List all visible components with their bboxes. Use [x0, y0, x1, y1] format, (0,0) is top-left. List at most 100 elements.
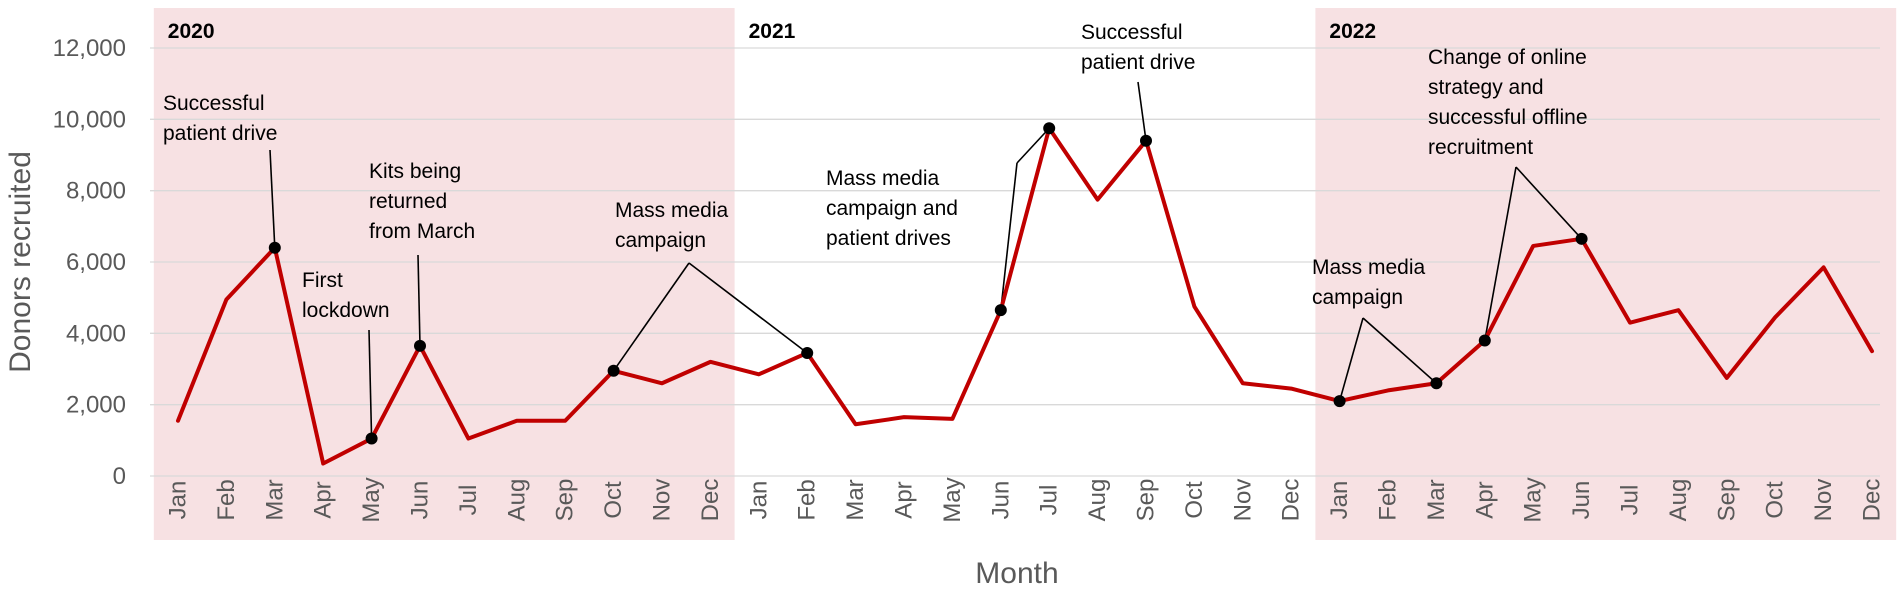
y-axis-title: Donors recruited [4, 151, 37, 373]
x-tick-label: Oct [600, 481, 627, 519]
x-tick-label: Sep [552, 479, 579, 522]
annotation-line: campaign [1312, 286, 1403, 309]
annotation-leader [1137, 81, 1147, 141]
annotation-line: Change of online [1428, 46, 1587, 69]
y-tick-label: 12,000 [53, 35, 126, 62]
x-tick-label: Oct [1181, 481, 1208, 519]
annotation-text: Change of online strategy and successful o… [1428, 46, 1588, 159]
annotation: Successful patient drive [1081, 21, 1195, 141]
x-tick-label: Aug [1665, 479, 1692, 522]
data-point [268, 241, 281, 254]
point-markers [268, 122, 1588, 445]
y-tick-label: 4,000 [66, 320, 126, 347]
gridlines [150, 47, 1880, 477]
annotation-leader [688, 262, 808, 354]
x-tick-label: Feb [1375, 479, 1402, 520]
year-band-2020 [153, 8, 735, 540]
x-tick-label: Sep [1713, 479, 1740, 522]
annotation: Kits being returned from March [369, 160, 475, 346]
x-tick-label: Feb [213, 479, 240, 520]
year-label: 2021 [749, 20, 796, 43]
y-tick-labels: 0 2,000 4,000 6,000 8,000 10,000 12,000 [53, 35, 126, 490]
y-tick-label: 2,000 [66, 392, 126, 419]
data-point [1575, 232, 1588, 245]
year-band-2022 [1315, 8, 1897, 540]
x-tick-label: Aug [1084, 479, 1111, 522]
x-tick-label: Nov [649, 479, 676, 522]
x-tick-label: Apr [891, 481, 918, 518]
annotation-leader [1016, 127, 1050, 164]
x-tick-label: Mar [842, 479, 869, 520]
data-point [365, 432, 378, 445]
x-tick-label: Jun [987, 481, 1014, 520]
annotation-leader [1515, 166, 1583, 240]
annotation-text: Mass media campaign [1312, 256, 1426, 309]
annotation-line: Kits being [369, 160, 461, 183]
x-tick-label: Jun [1568, 481, 1595, 520]
year-bands [153, 8, 1897, 540]
annotation-leader [1000, 162, 1018, 311]
year-labels: 2020 2021 2022 [168, 20, 1376, 43]
annotation: Mass media campaign [612, 199, 808, 372]
x-tick-label: Apr [1471, 481, 1498, 518]
annotation-leader [612, 262, 690, 372]
annotation-text: Successful patient drive [163, 92, 277, 145]
data-point [1478, 334, 1491, 347]
annotation-line: campaign and [826, 197, 958, 220]
series-line [176, 126, 1874, 466]
year-label: 2022 [1329, 20, 1376, 43]
annotation-leader [269, 149, 276, 248]
y-tick-label: 0 [113, 463, 126, 490]
x-tick-label: Jun [407, 481, 434, 520]
x-tick-label: Jan [1326, 481, 1353, 520]
annotation-line: Successful [163, 92, 265, 115]
year-label: 2020 [168, 20, 215, 43]
annotation-line: Mass media [826, 167, 940, 190]
data-point [414, 339, 426, 352]
annotation-line: First [302, 269, 343, 292]
x-tick-label: Sep [1133, 479, 1160, 522]
annotation-text: Successful patient drive [1081, 21, 1195, 74]
annotation-line: Mass media [1312, 256, 1426, 279]
annotation-line: from March [369, 220, 475, 243]
x-axis-title: Month [975, 557, 1058, 590]
data-point [1140, 134, 1152, 147]
annotation-leader [417, 254, 421, 346]
annotation-text: Mass media campaign [615, 199, 729, 252]
data-point [801, 346, 814, 359]
annotation-leader [368, 329, 373, 439]
annotation: Mass media campaign [1312, 256, 1437, 402]
x-tick-label: Feb [794, 479, 821, 520]
annotation-leader [1484, 166, 1517, 341]
x-tick-labels: Jan Feb Mar Apr May Jun Jul Aug Sep Oct Nov Dec Jan F… [165, 477, 1886, 522]
annotation: Mass media campaign and patient drives [826, 127, 1050, 311]
annotation-line: campaign [615, 229, 706, 252]
y-tick-label: 8,000 [66, 178, 126, 205]
annotation: First lockdown [302, 269, 390, 439]
x-tick-label: Dec [697, 479, 724, 522]
annotation-line: strategy and [1428, 76, 1544, 99]
annotation-line: returned [369, 190, 447, 213]
x-tick-label: Nov [1229, 479, 1256, 522]
data-point [1043, 122, 1056, 135]
data-point [994, 304, 1007, 317]
x-tick-label: Apr [310, 481, 337, 518]
annotations: Successful patient drive First lockdown Kits… [163, 21, 1588, 439]
data-point [1430, 377, 1443, 390]
x-tick-label: May [1520, 477, 1547, 522]
annotation: Change of online strategy and successful o… [1428, 46, 1588, 341]
annotation-line: patient drives [826, 227, 951, 250]
annotation-line: Mass media [615, 199, 729, 222]
x-tick-label: Jul [1036, 485, 1063, 516]
annotation-line: successful offline [1428, 106, 1588, 129]
x-tick-label: Dec [1278, 479, 1305, 522]
x-tick-label: Mar [1423, 479, 1450, 520]
annotation-line: patient drive [163, 122, 277, 145]
y-tick-label: 6,000 [66, 249, 126, 276]
x-tick-label: Nov [1810, 479, 1837, 522]
x-tick-label: Jul [1617, 485, 1644, 516]
x-tick-label: Jul [455, 485, 482, 516]
x-tick-label: Oct [1762, 481, 1789, 519]
annotation-text: Kits being returned from March [369, 160, 475, 243]
